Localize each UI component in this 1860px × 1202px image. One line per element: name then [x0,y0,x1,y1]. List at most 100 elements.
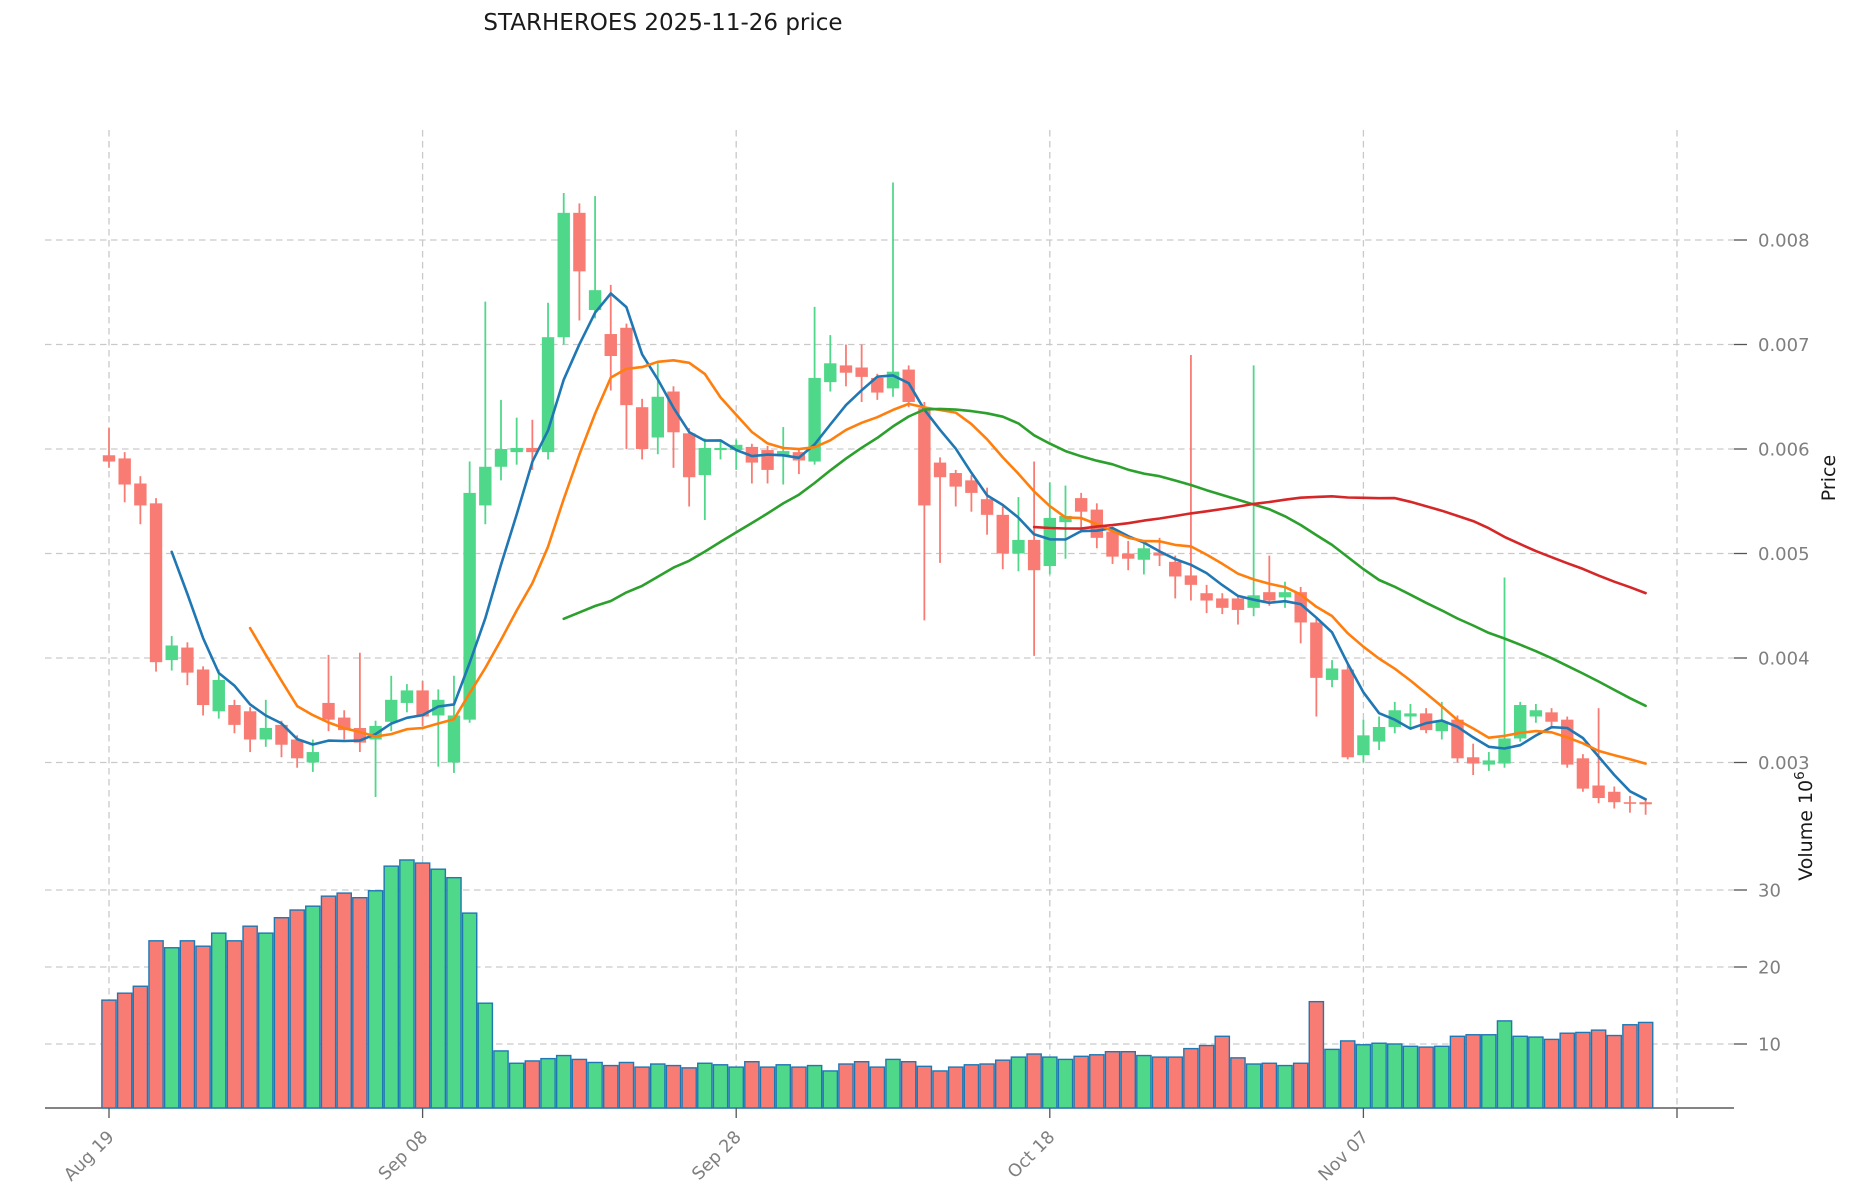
volume-bar-2025-10-22 [1104,1050,1121,1109]
volume-bar-2025-09-19 [587,1061,603,1109]
volume-bar-2025-11-07 [1355,1044,1372,1109]
volume-bar-2025-11-09 [1386,1043,1403,1109]
volume-bar-2025-08-27 [226,940,243,1109]
candle-2025-10-27 [1184,354,1198,601]
ma-line-60 [1032,494,1647,595]
volume-bar-2025-11-15 [1465,1034,1481,1109]
candle-2025-09-12 [479,301,492,525]
y-tick-label-0.008: 0.008 [1758,231,1810,252]
candle-2025-09-20 [604,284,617,391]
volume-bar-2025-10-15 [994,1059,1011,1109]
volume-axis-label: Volume 106 [1792,771,1817,880]
volume-bar-2025-11-16 [1481,1034,1497,1109]
axis-ticks [108,239,1747,1118]
candle-2025-08-29 [259,699,272,747]
volume-bar-2025-11-14 [1449,1035,1466,1109]
candle-2025-09-13 [494,399,508,481]
candle-2025-10-30 [1231,595,1245,625]
candle-2025-11-07 [1357,719,1370,763]
volume-bar-2025-09-12 [477,1002,494,1109]
volume-bar-2025-11-08 [1371,1042,1387,1109]
volume-bar-2025-08-19 [101,999,117,1109]
candle-2025-08-26 [212,669,225,719]
candle-2025-10-17 [1027,461,1041,656]
volume-bar-2025-09-14 [508,1062,525,1109]
volume-bar-2025-10-20 [1073,1055,1089,1109]
candle-2025-11-06 [1341,664,1354,760]
volume-bar-2025-10-28 [1198,1044,1215,1109]
candle-2025-08-27 [228,699,241,734]
volume-bar-2025-11-18 [1512,1035,1528,1109]
candle-2025-10-12 [949,469,962,507]
candle-2025-09-16 [541,302,555,460]
candle-2025-10-19 [1059,485,1072,559]
volume-bars [101,859,1654,1109]
candle-2025-08-19 [102,428,116,468]
candle-2025-09-23 [651,363,664,455]
y-tick-label-0.004: 0.004 [1758,649,1810,670]
candle-2025-11-12 [1419,708,1433,734]
volume-bar-2025-09-23 [650,1063,666,1109]
candle-2025-11-20 [1545,708,1558,727]
volume-bar-2025-08-28 [242,925,258,1109]
candle-2025-10-16 [1012,497,1025,572]
volume-bar-2025-11-17 [1496,1020,1513,1109]
volume-bar-2025-11-13 [1433,1045,1450,1109]
x-tick-label-Sep-28: Sep 28 [689,1127,746,1184]
volume-bar-2025-10-19 [1057,1058,1074,1109]
volume-bar-2025-08-23 [163,947,180,1109]
candle-2025-09-21 [620,323,633,449]
volume-bar-2025-10-11 [932,1070,948,1109]
candle-2025-09-08 [416,680,429,726]
volume-bar-2025-10-06 [853,1061,870,1109]
candle-2025-10-03 [808,306,821,465]
volume-bar-2025-10-13 [963,1064,980,1109]
volume-bar-2025-09-28 [728,1066,744,1109]
volume-bar-2025-09-16 [540,1057,556,1109]
volume-bar-2025-08-31 [289,909,305,1109]
volume-bar-2025-08-29 [258,932,274,1109]
volume-bar-2025-11-05 [1324,1048,1340,1109]
candle-2025-09-18 [573,203,586,321]
candle-2025-10-22 [1106,527,1119,564]
candle-2025-10-20 [1074,492,1088,533]
y-tick-label-20: 20 [1758,958,1781,979]
candle-2025-10-08 [886,182,900,397]
volume-bar-2025-09-21 [618,1061,635,1109]
candle-2025-10-15 [996,506,1009,570]
volume-bar-2025-08-21 [132,985,149,1109]
volume-bar-2025-09-18 [571,1058,588,1109]
candle-2025-10-05 [839,344,853,387]
candle-2025-09-26 [698,438,712,521]
volume-bar-2025-10-18 [1041,1056,1058,1109]
y-tick-label-10: 10 [1758,1035,1781,1056]
volume-bar-2025-09-27 [712,1064,729,1109]
volume-bar-2025-11-19 [1528,1036,1544,1109]
candle-2025-11-25 [1623,795,1637,813]
volume-bar-2025-10-21 [1089,1054,1105,1109]
candle-2025-08-21 [134,476,147,525]
candle-2025-11-17 [1498,577,1511,768]
candle-2025-10-06 [855,344,868,402]
volume-bar-2025-09-26 [697,1062,713,1109]
volume-bar-2025-11-03 [1292,1062,1309,1109]
volume-bar-2025-10-02 [791,1066,807,1109]
candle-2025-11-21 [1561,716,1574,768]
candle-2025-11-24 [1608,786,1621,809]
volume-bar-2025-10-04 [822,1070,839,1109]
candle-2025-09-06 [385,675,398,732]
candle-2025-11-03 [1294,586,1307,644]
volume-bar-2025-08-30 [273,917,290,1109]
volume-bar-2025-08-20 [116,992,133,1109]
volume-bar-2025-11-02 [1277,1064,1293,1109]
candle-2025-09-17 [557,192,570,345]
candle-2025-10-09 [902,365,915,408]
candle-2025-10-13 [965,475,978,512]
volume-bar-2025-09-04 [352,897,368,1109]
volume-bar-2025-09-05 [367,890,384,1109]
candles [102,182,1652,815]
volume-bar-2025-10-08 [885,1058,901,1109]
volume-bar-2025-09-01 [305,905,321,1109]
volume-bar-2025-11-21 [1559,1032,1576,1109]
candle-2025-08-28 [243,707,257,753]
